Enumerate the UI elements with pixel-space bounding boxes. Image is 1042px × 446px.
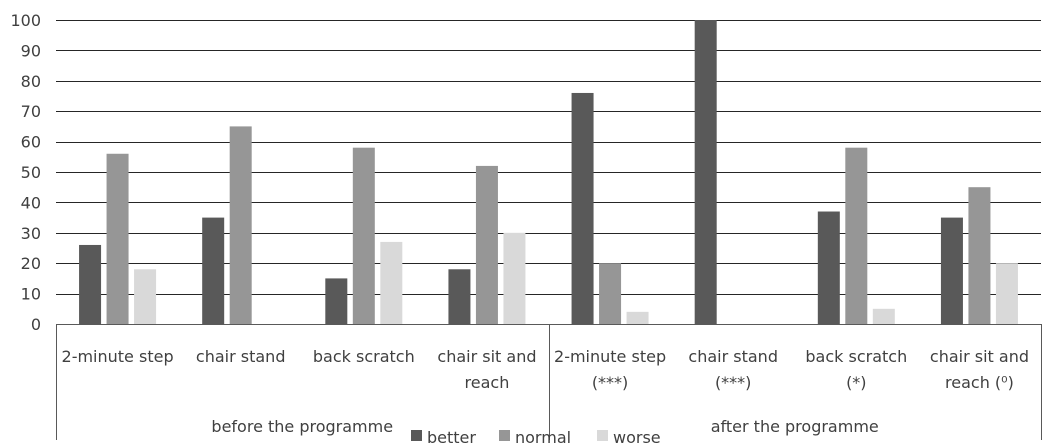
- category-label: chair stand: [688, 347, 778, 366]
- group-labels: before the programme after the programme: [211, 417, 878, 436]
- bar-better: [817, 211, 840, 324]
- y-tick-label: 60: [21, 133, 41, 152]
- y-tick-label: 40: [21, 193, 41, 212]
- bar-better: [79, 244, 102, 324]
- bar-normal: [229, 126, 252, 325]
- y-tick-label: 80: [21, 72, 41, 91]
- legend-swatch-better: [411, 430, 422, 441]
- x-axis: [56, 324, 1042, 440]
- category-label: chair stand: [196, 347, 286, 366]
- legend: better normal worse: [411, 428, 661, 446]
- bar-better: [940, 217, 963, 324]
- legend-label-better: better: [427, 428, 476, 446]
- category-labels: 2-minute step chair stand back scratch chai…: [62, 347, 1029, 392]
- y-tick-label: 100: [10, 11, 41, 30]
- legend-label-worse: worse: [613, 428, 661, 446]
- bar-normal: [845, 147, 868, 324]
- bar-worse: [626, 311, 649, 324]
- category-label: reach (⁰): [945, 373, 1014, 392]
- y-tick-label: 70: [21, 102, 41, 121]
- category-label: 2-minute step: [62, 347, 174, 366]
- bars: [79, 20, 1018, 325]
- bar-worse: [503, 232, 526, 324]
- group-label: before the programme: [211, 417, 393, 436]
- y-tick-label: 10: [21, 285, 41, 304]
- bar-normal: [968, 187, 991, 324]
- bar-worse: [134, 269, 157, 324]
- bar-normal: [106, 153, 129, 324]
- y-tick-label: 90: [21, 41, 41, 60]
- category-label: chair sit and: [437, 347, 536, 366]
- category-label: back scratch: [313, 347, 415, 366]
- bar-normal: [599, 263, 622, 324]
- bar-better: [325, 278, 348, 324]
- category-label: 2-minute step: [554, 347, 666, 366]
- group-label: after the programme: [711, 417, 879, 436]
- y-tick-label: 0: [31, 315, 41, 334]
- category-label: (***): [592, 373, 628, 392]
- y-tick-label: 30: [21, 224, 41, 243]
- bar-better: [694, 20, 717, 324]
- category-label: back scratch: [805, 347, 907, 366]
- bar-worse: [872, 308, 895, 324]
- category-label: (***): [715, 373, 751, 392]
- category-label: (*): [846, 373, 866, 392]
- y-axis-ticks: 0 10 20 30 40 50 60 70 80 90 100: [10, 11, 41, 334]
- y-tick-label: 20: [21, 254, 41, 273]
- legend-swatch-normal: [499, 430, 510, 441]
- y-tick-label: 50: [21, 163, 41, 182]
- bar-better: [571, 92, 594, 325]
- category-label: chair sit and: [930, 347, 1029, 366]
- bar-worse: [995, 263, 1018, 324]
- category-label: reach: [465, 373, 510, 392]
- bar-normal: [352, 147, 375, 324]
- bar-worse: [380, 241, 403, 324]
- bar-better: [202, 217, 225, 324]
- legend-label-normal: normal: [515, 428, 571, 446]
- bar-normal: [475, 165, 498, 324]
- bar-better: [448, 269, 471, 324]
- legend-swatch-worse: [597, 430, 608, 441]
